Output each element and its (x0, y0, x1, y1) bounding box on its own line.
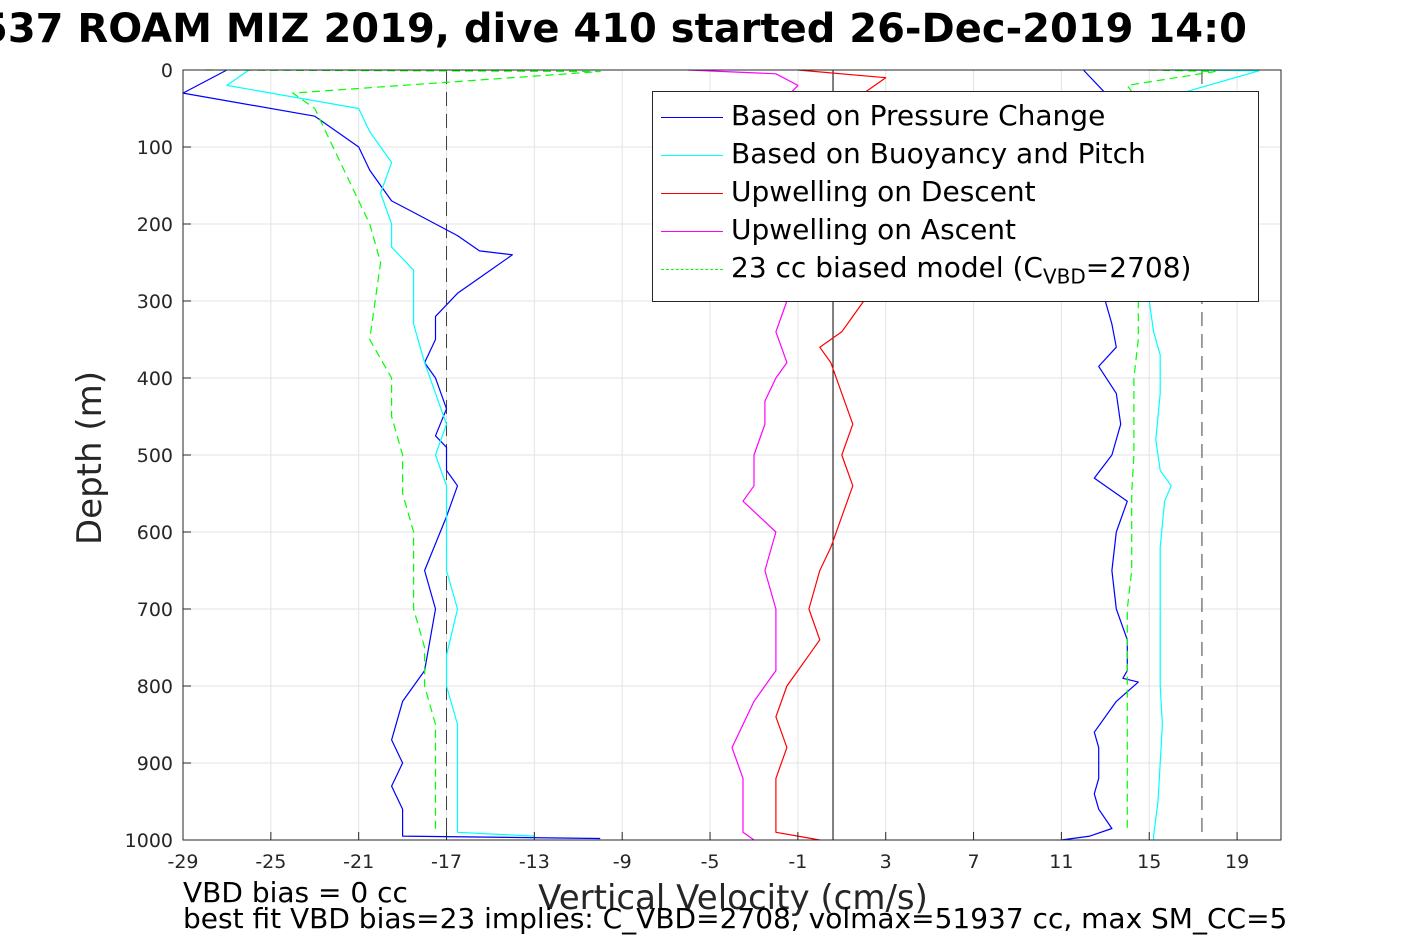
y-tick-label: 0 (161, 60, 173, 82)
legend-swatch (661, 155, 723, 156)
chart-title: 537 ROAM MIZ 2019, dive 410 started 26-D… (0, 6, 1247, 52)
legend-label-sub: VBD (1042, 264, 1086, 289)
x-axis-label: Vertical Velocity (cm/s) (538, 878, 928, 918)
y-axis-label: Depth (m) (70, 370, 110, 546)
x-tick-label: 3 (880, 851, 892, 873)
legend-label-main: 23 cc biased model (C (731, 251, 1043, 284)
x-tick-label: 15 (1137, 851, 1161, 873)
x-tick-label: -1 (788, 851, 807, 873)
legend-swatch (661, 193, 723, 194)
legend-item-pressure: Based on Pressure Change (661, 95, 1251, 133)
x-tick-label: 19 (1225, 851, 1249, 873)
legend-item-model: 23 cc biased model (CVBD=2708) (661, 247, 1251, 289)
x-tick-label: -17 (431, 851, 462, 873)
y-tick-label: 900 (137, 753, 173, 775)
x-tick-label: -13 (519, 851, 550, 873)
legend-swatch (661, 117, 723, 118)
legend: Based on Pressure Change Based on Buoyan… (652, 91, 1259, 302)
legend-item-descent: Upwelling on Descent (661, 171, 1251, 209)
x-tick-label: -9 (613, 851, 632, 873)
series-line-0 (1061, 69, 1139, 841)
x-tick-label: -5 (701, 851, 720, 873)
footer-best-fit: best fit VBD bias=23 implies: C_VBD=2708… (183, 902, 1288, 935)
legend-label: Based on Buoyancy and Pitch (731, 137, 1146, 170)
legend-label: Upwelling on Descent (731, 175, 1036, 208)
series-line-1 (226, 69, 535, 837)
legend-swatch (661, 269, 723, 270)
series-line-1 (1126, 69, 1260, 840)
x-tick-labels: -29 -25 -21 -17 -13 -9 -5 -1 3 7 11 15 19 (167, 832, 1249, 873)
legend-label: Based on Pressure Change (731, 99, 1106, 132)
legend-item-buoyancy: Based on Buoyancy and Pitch (661, 133, 1251, 171)
y-tick-label: 200 (137, 214, 173, 236)
y-tick-label: 700 (137, 599, 173, 621)
x-tick-label: -21 (343, 851, 374, 873)
y-tick-label: 600 (137, 522, 173, 544)
x-tick-label: 7 (968, 851, 980, 873)
y-tick-label: 300 (137, 291, 173, 313)
x-tick-label: -25 (255, 851, 286, 873)
y-tick-label: 800 (137, 676, 173, 698)
legend-label-tail: =2708) (1085, 251, 1192, 284)
y-tick-labels: 0 100 200 300 400 500 600 700 800 900 1000 (125, 60, 191, 852)
y-tick-label: 1000 (125, 830, 173, 852)
y-tick-label: 100 (137, 137, 173, 159)
legend-swatch (661, 231, 723, 232)
y-tick-label: 500 (137, 445, 173, 467)
x-tick-label: 11 (1049, 851, 1073, 873)
legend-item-ascent: Upwelling on Ascent (661, 209, 1251, 247)
legend-label: 23 cc biased model (CVBD=2708) (731, 251, 1191, 289)
footer-vbd-bias: VBD bias = 0 cc (183, 876, 408, 909)
y-tick-label: 400 (137, 368, 173, 390)
legend-label: Upwelling on Ascent (731, 213, 1017, 246)
series-line-3 (688, 69, 799, 841)
series-line-0 (182, 69, 601, 840)
series-line-4 (204, 69, 601, 833)
x-tick-label: -29 (167, 851, 198, 873)
